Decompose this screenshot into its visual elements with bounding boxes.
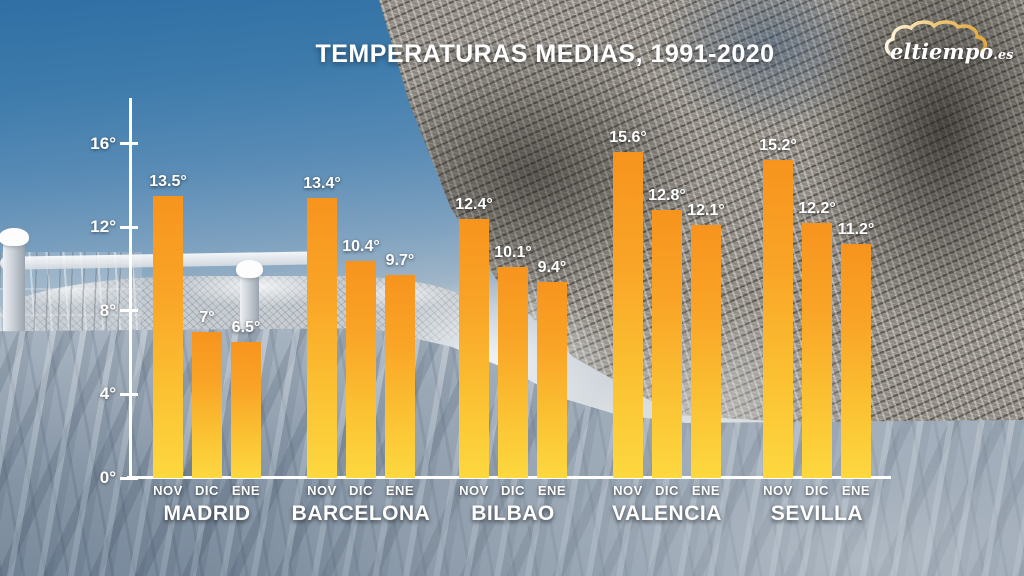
bar-barcelona-dic bbox=[346, 260, 376, 478]
city-label: BARCELONA bbox=[291, 502, 431, 525]
bar-value-label: 15.2° bbox=[759, 137, 797, 155]
eltiempo-logo: eltiempo.es bbox=[882, 18, 1013, 64]
y-axis-tick-label: 0° bbox=[99, 468, 116, 487]
bar-value-label: 13.5° bbox=[149, 172, 187, 190]
bar-valencia-nov bbox=[613, 151, 643, 478]
bar-value-label: 15.6° bbox=[609, 128, 647, 146]
bar-chart-plot: 0° 4° 8° 12° 16° 13.5° NOV 7° DIC 6.5° ENE MADRID 13… bbox=[90, 98, 892, 525]
chart-title: TEMPERATURAS MEDIAS, 1991-2020 bbox=[315, 40, 775, 68]
y-axis-tick-label: 12° bbox=[90, 217, 116, 237]
bar-sevilla-dic bbox=[802, 223, 832, 478]
month-label: ENE bbox=[691, 483, 721, 498]
bar-value-label: 10.1° bbox=[494, 243, 532, 261]
bar-valencia-dic bbox=[652, 210, 682, 478]
bar-bilbao-ene bbox=[537, 281, 567, 478]
month-label: NOV bbox=[613, 483, 643, 498]
y-axis-tick bbox=[120, 309, 138, 313]
month-label: DIC bbox=[501, 483, 525, 498]
bar-bilbao-dic bbox=[498, 266, 528, 478]
month-label: ENE bbox=[537, 483, 567, 498]
logo-suffix: .es bbox=[993, 48, 1014, 63]
bar-value-label: 12.2° bbox=[798, 200, 836, 218]
bar-value-label: 10.4° bbox=[342, 237, 380, 255]
y-axis-tick bbox=[120, 142, 138, 146]
city-label: VALENCIA bbox=[612, 502, 722, 525]
bar-value-label: 11.2° bbox=[837, 220, 875, 238]
y-axis-tick-label: 16° bbox=[90, 133, 116, 153]
bar-madrid-nov bbox=[153, 195, 183, 478]
bar-sevilla-ene bbox=[841, 243, 871, 478]
month-label: ENE bbox=[231, 483, 261, 498]
y-axis-tick-label: 8° bbox=[99, 300, 116, 320]
y-axis-tick bbox=[120, 392, 138, 396]
bar-madrid-dic bbox=[192, 331, 222, 478]
city-label: SEVILLA bbox=[770, 502, 864, 525]
bar-value-label: 7° bbox=[199, 308, 215, 326]
month-label: NOV bbox=[153, 483, 183, 498]
month-label: ENE bbox=[385, 483, 415, 498]
logo-text: eltiempo.es bbox=[890, 39, 1014, 64]
bar-madrid-ene bbox=[231, 342, 261, 478]
month-label: DIC bbox=[655, 483, 679, 498]
bar-value-label: 12.4° bbox=[455, 195, 493, 213]
bar-barcelona-nov bbox=[307, 197, 337, 478]
bar-value-label: 12.8° bbox=[648, 187, 686, 205]
month-label: DIC bbox=[349, 483, 373, 498]
bar-value-label: 13.4° bbox=[303, 174, 341, 192]
bar-value-label: 9.7° bbox=[385, 252, 415, 270]
bar-value-label: 12.1° bbox=[687, 202, 725, 220]
month-label: DIC bbox=[195, 483, 219, 498]
city-label: BILBAO bbox=[471, 502, 555, 525]
month-label: NOV bbox=[459, 483, 489, 498]
y-axis-tick-label: 4° bbox=[99, 384, 116, 404]
month-label: NOV bbox=[307, 483, 337, 498]
y-axis-tick bbox=[120, 476, 138, 480]
bar-bilbao-nov bbox=[459, 218, 489, 478]
month-label: ENE bbox=[841, 483, 871, 498]
city-label: MADRID bbox=[163, 502, 251, 525]
month-label: NOV bbox=[763, 483, 793, 498]
bar-valencia-ene bbox=[691, 225, 721, 478]
bar-value-label: 6.5° bbox=[231, 319, 261, 337]
bar-value-label: 9.4° bbox=[537, 258, 567, 276]
month-label: DIC bbox=[805, 483, 829, 498]
y-axis-tick bbox=[120, 225, 138, 229]
y-axis-line bbox=[129, 98, 132, 478]
bar-barcelona-ene bbox=[385, 275, 415, 478]
bar-sevilla-nov bbox=[763, 160, 793, 478]
